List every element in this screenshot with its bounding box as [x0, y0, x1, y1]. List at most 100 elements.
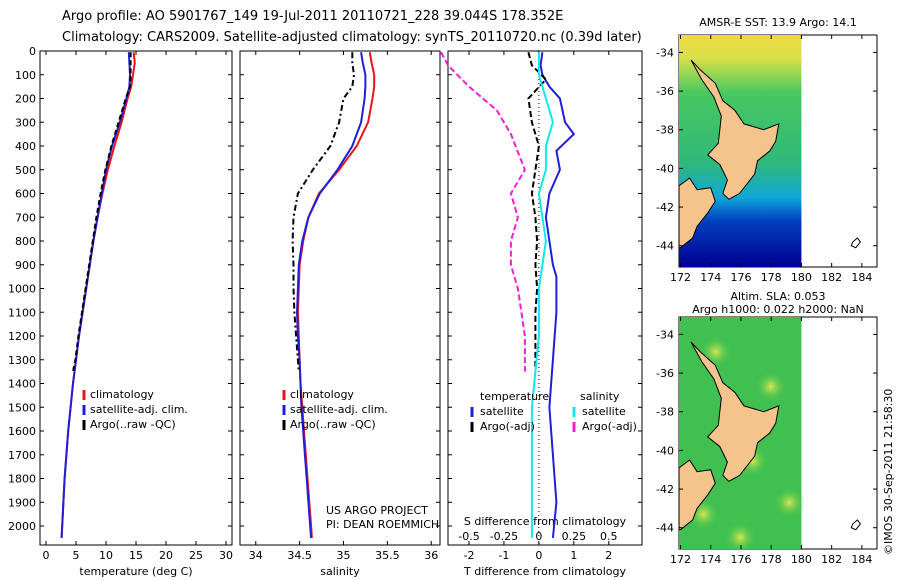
legend-title: salinity	[580, 390, 620, 403]
lat-label: -38	[656, 124, 674, 137]
x-axis-label: salinity	[320, 565, 360, 578]
lat-label: -42	[656, 201, 674, 214]
legend-label: satellite	[480, 405, 524, 418]
y-tick-label: 1700	[8, 449, 36, 462]
s-tick-label: 0	[535, 530, 542, 543]
map-subtitle: Argo h1000: 0.022 h2000: NaN	[692, 303, 864, 316]
series-line	[530, 52, 554, 538]
series-line	[539, 52, 576, 538]
salinity-panel: 34 34.5 35 35.5 36 salinity climatology satelli…	[239, 50, 441, 578]
chatham-islands	[850, 237, 862, 249]
x-tick-label: 25	[189, 549, 203, 562]
x-tick-label: 35	[337, 549, 351, 562]
y-tick-label: 300	[15, 116, 36, 129]
legend-label: climatology	[90, 388, 154, 401]
legend-label: Argo(..raw -QC)	[90, 418, 176, 431]
lon-label: 174	[700, 271, 721, 284]
legend-label: satellite	[582, 405, 626, 418]
s-axis-label: S difference from climatology	[464, 515, 627, 528]
north-island	[690, 59, 780, 200]
north-island	[690, 341, 780, 482]
x-tick-label: 0	[535, 549, 542, 562]
x-tick-label: 30	[219, 549, 233, 562]
y-tick-label: 0	[29, 45, 36, 58]
lon-label: 182	[821, 271, 842, 284]
y-tick-label: 100	[15, 69, 36, 82]
lon-label: 178	[761, 271, 782, 284]
lon-label: 172	[670, 553, 691, 566]
x-tick-label: 36	[424, 549, 438, 562]
x-tick-label: 20	[159, 549, 173, 562]
lat-label: -44	[656, 240, 674, 253]
map-title: Altim. SLA: 0.053	[730, 290, 825, 303]
lat-label: -36	[656, 367, 674, 380]
lon-label: 182	[821, 553, 842, 566]
x-tick-label: 10	[99, 549, 113, 562]
x-tick-label: 35.5	[375, 549, 400, 562]
lat-label: -42	[656, 483, 674, 496]
series-line	[440, 51, 527, 372]
lon-label: 180	[791, 271, 812, 284]
legend-label: Argo(-adj)	[582, 420, 637, 433]
y-tick-label: 1400	[8, 378, 36, 391]
x-axis-label: temperature (deg C)	[79, 565, 192, 578]
x-tick-label: 5	[73, 549, 80, 562]
x-tick-label: 34.5	[287, 549, 312, 562]
chatham-islands	[850, 519, 862, 531]
s-tick-label: 0.5	[600, 530, 618, 543]
lat-label: -40	[656, 162, 674, 175]
series-line	[291, 52, 356, 372]
s-tick-label: -0.25	[490, 530, 518, 543]
x-axis-label: T difference from climatology	[463, 565, 626, 578]
difference-panel: -2 -1 0 1 2 T difference from climatology -0.5…	[440, 50, 643, 578]
y-tick-label: 500	[15, 164, 36, 177]
x-tick-label: 34	[249, 549, 263, 562]
lon-label: 180	[791, 553, 812, 566]
plot-frame	[447, 50, 643, 546]
x-tick-label: -2	[463, 549, 474, 562]
map-title: AMSR-E SST: 13.9 Argo: 14.1	[699, 16, 857, 29]
y-tick-label: 1100	[8, 306, 36, 319]
sla-map: -34 -36 -38 -40 -42 -44 172 174 176 178 180 182 184 A…	[656, 290, 878, 566]
y-tick-label: 400	[15, 140, 36, 153]
y-tick-label: 1200	[8, 330, 36, 343]
plot-frame	[39, 50, 233, 546]
legend-label: satellite-adj. clim.	[290, 403, 388, 416]
credit-label: ©IMOS 30-Sep-2011 21:58:30	[882, 388, 895, 555]
lon-label: 176	[730, 271, 751, 284]
plot-frame	[239, 50, 441, 546]
y-tick-label: 1600	[8, 425, 36, 438]
x-tick-label: -1	[498, 549, 509, 562]
temperature-panel: 0100200300400500600700800900100011001200…	[8, 45, 233, 578]
y-tick-label: 1800	[8, 473, 36, 486]
series-line	[527, 51, 548, 372]
y-tick-label: 700	[15, 211, 36, 224]
x-tick-label: 2	[605, 549, 612, 562]
sst-map: -34 -36 -38 -40 -42 -44 172 174 176 178 180 182 184 A…	[656, 16, 878, 284]
y-tick-label: 800	[15, 235, 36, 248]
y-tick-label: 2000	[8, 520, 36, 533]
sla-anomaly	[754, 370, 787, 403]
x-tick-label: 15	[129, 549, 143, 562]
y-tick-label: 1300	[8, 354, 36, 367]
y-tick-label: 200	[15, 93, 36, 106]
lon-label: 172	[670, 271, 691, 284]
y-tick-label: 1900	[8, 496, 36, 509]
series-line	[72, 52, 132, 372]
legend-label: Argo(-adj)	[480, 420, 535, 433]
lon-label: 176	[730, 553, 751, 566]
lat-label: -36	[656, 85, 674, 98]
lon-label: 184	[851, 553, 872, 566]
header-line-2: Climatology: CARS2009. Satellite-adjuste…	[62, 30, 642, 45]
x-tick-label: 1	[570, 549, 577, 562]
legend-title: temperature	[480, 390, 549, 403]
s-tick-label: 0.25	[562, 530, 587, 543]
y-tick-label: 900	[15, 259, 36, 272]
sla-anomaly	[773, 486, 806, 519]
legend-label: satellite-adj. clim.	[90, 403, 188, 416]
series-line	[295, 52, 367, 538]
project-annotation: US ARGO PROJECT	[326, 504, 428, 517]
y-tick-label: 1500	[8, 401, 36, 414]
s-tick-label: -0.5	[458, 530, 479, 543]
